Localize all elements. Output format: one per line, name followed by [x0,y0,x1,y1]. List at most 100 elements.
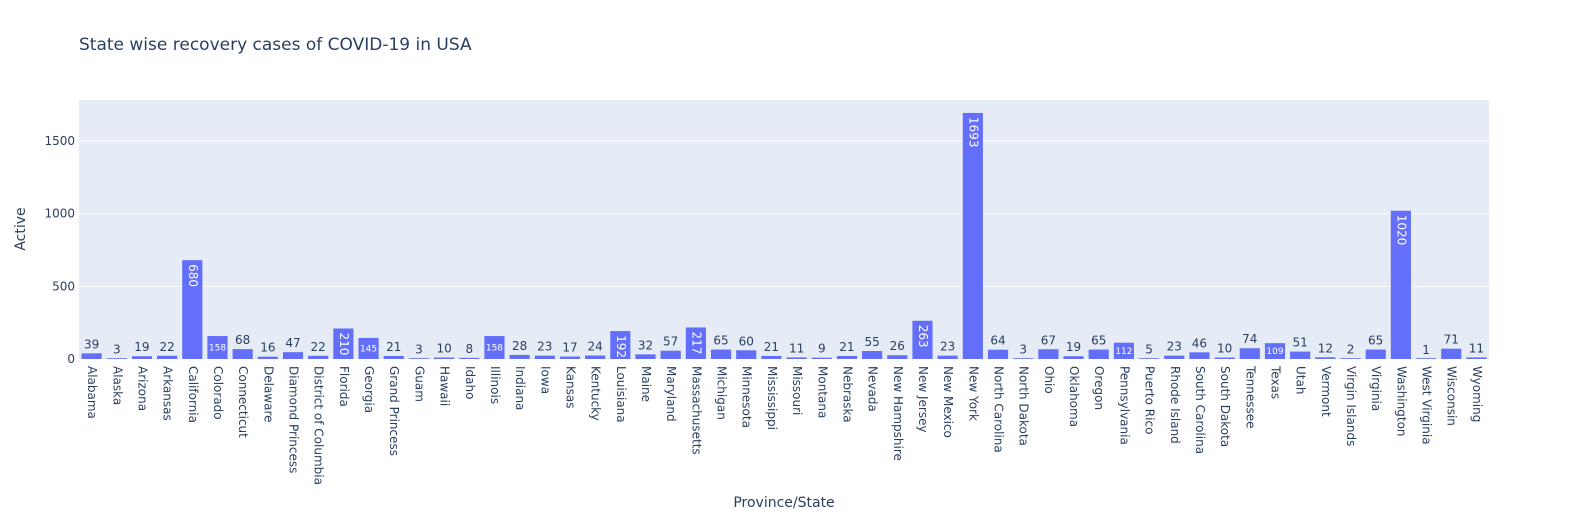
bar [962,112,983,360]
bar [106,358,127,359]
bar [610,331,631,359]
x-tick-label: Georgia [362,366,376,413]
bar [710,349,732,359]
bar [1365,349,1386,359]
bar-value-label: 55 [864,335,879,349]
x-tick-label: Kentucky [589,366,603,421]
y-tick-label: 500 [52,279,75,293]
y-tick-label: 0 [67,352,75,366]
x-tick-label: Alabama [85,366,99,419]
bar-value-label: 65 [1368,334,1383,348]
bar-value-label: 23 [940,340,955,354]
x-tick-label: North Dakota [1017,366,1031,446]
x-tick-label: Wisconsin [1445,366,1459,426]
x-tick-label: Florida [337,366,351,407]
x-tick-label: California [186,366,200,423]
x-tick-label: Iowa [538,366,552,394]
bar-value-label: 10 [436,342,451,356]
bar-value-label: 8 [465,342,473,356]
bar [459,357,480,359]
x-tick-label: New Hampshire [891,366,905,461]
y-axis-ticks: 0 500 1000 1500 [44,134,75,366]
bars [81,112,1487,360]
bar [257,356,278,359]
x-tick-label: Louisiana [614,366,628,423]
bar-value-label: 21 [386,340,401,354]
bar-value-label: 74 [1242,332,1257,346]
bar-value-label: 1693 [966,117,980,148]
bar [1063,356,1084,359]
x-tick-label: Arkansas [161,366,175,421]
bar-value-label: 71 [1444,333,1459,347]
gridlines [79,140,1489,287]
x-tick-label: New Mexico [941,366,955,438]
bar [1214,357,1235,359]
bar-value-label: 22 [311,340,326,354]
bar-value-label: 2 [1347,343,1355,357]
bar-value-label: 1020 [1394,215,1408,246]
x-tick-label: Hawaii [438,366,452,406]
bar-value-label: 3 [415,343,423,357]
x-tick-label: Virgin Islands [1344,366,1358,446]
x-tick-label: Pennsylvania [1117,366,1131,445]
x-tick-label: West Virginia [1420,366,1434,445]
x-axis-ticks: Alabama Alaska Arizona Arkansas California Co… [85,365,1484,485]
bar-value-label: 17 [562,341,577,355]
bar-value-label: 3 [113,343,121,357]
x-tick-label: Tennessee [1243,365,1257,429]
x-tick-label: Indiana [513,366,527,410]
bar [534,355,555,359]
bar-value-label: 47 [285,336,300,350]
bar-value-label: 24 [588,340,603,354]
bar-value-label: 23 [1167,340,1182,354]
bar-value-label: 23 [537,340,552,354]
x-tick-label: Nevada [866,366,880,412]
x-tick-label: Vermont [1319,366,1333,417]
bar-value-label: 11 [789,341,804,355]
x-tick-label: Colorado [211,366,225,420]
bar [736,350,757,359]
x-tick-label: Connecticut [236,366,250,438]
x-tick-label: Puerto Rico [1143,366,1157,434]
chart-title: State wise recovery cases of COVID-19 in… [79,35,472,55]
bar [685,327,706,359]
bar-value-label: 5 [1145,342,1153,356]
bar [1390,210,1411,359]
bar-value-label: 112 [1115,347,1132,357]
x-tick-label: Grand Princess [387,366,401,456]
bar [282,352,304,359]
x-tick-label: Ohio [1042,366,1056,394]
bar [635,354,656,359]
x-tick-label: Rhode Island [1168,366,1182,444]
bar-value-label: 65 [1091,334,1106,348]
x-tick-label: Michigan [715,366,729,420]
bar-value-label: 192 [614,335,628,358]
bar [383,355,404,359]
bar [1315,357,1336,359]
bar-value-label: 22 [159,340,174,354]
bar [1113,342,1134,359]
plot-area [79,100,1489,359]
x-tick-label: Wyoming [1470,366,1484,422]
x-tick-label: South Carolina [1193,366,1207,454]
x-tick-label: Minnesota [740,366,754,428]
bar-value-label: 109 [1266,347,1283,357]
bar [81,353,102,359]
bar [1340,358,1361,359]
bar [585,355,606,359]
bar [862,351,883,359]
bar-value-label: 19 [134,340,149,354]
bar-value-label: 3 [1019,343,1027,357]
bar [1013,358,1034,359]
x-tick-label: Maryland [664,366,678,422]
x-tick-label: New Jersey [916,366,930,433]
bar-value-label: 10 [1217,342,1232,356]
x-tick-label: Virginia [1369,366,1383,411]
x-tick-label: Utah [1294,366,1308,394]
bar [207,336,228,359]
bar-value-label: 217 [689,331,703,354]
bar [131,356,153,359]
bar [333,328,354,359]
